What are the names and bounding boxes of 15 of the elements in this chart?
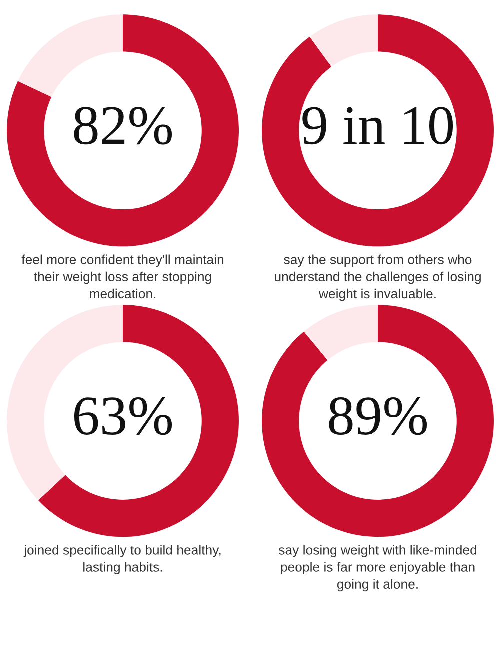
text: 82% xyxy=(74,107,172,145)
donut-slice xyxy=(18,14,123,98)
text: joined specifically to build healthy, lasting habits. xyxy=(24,545,221,575)
donut-slice xyxy=(262,14,494,247)
donut-slice xyxy=(310,14,378,67)
donut-slice xyxy=(304,305,378,360)
text: say the support from others who understand the challenges of losing weight is invaluable. xyxy=(275,254,481,302)
donut-slice xyxy=(7,14,239,247)
text: feel more confident they'll maintain their weight loss after stopping medication. xyxy=(22,254,224,299)
text: 9 in 10 xyxy=(302,107,454,145)
text: 89% xyxy=(329,397,428,436)
text: 63% xyxy=(74,397,172,436)
text: say losing weight with like-minded people is far more enjoyable than going it alone. xyxy=(279,545,477,592)
donut-slice xyxy=(38,305,239,538)
donut-slice xyxy=(262,305,494,538)
